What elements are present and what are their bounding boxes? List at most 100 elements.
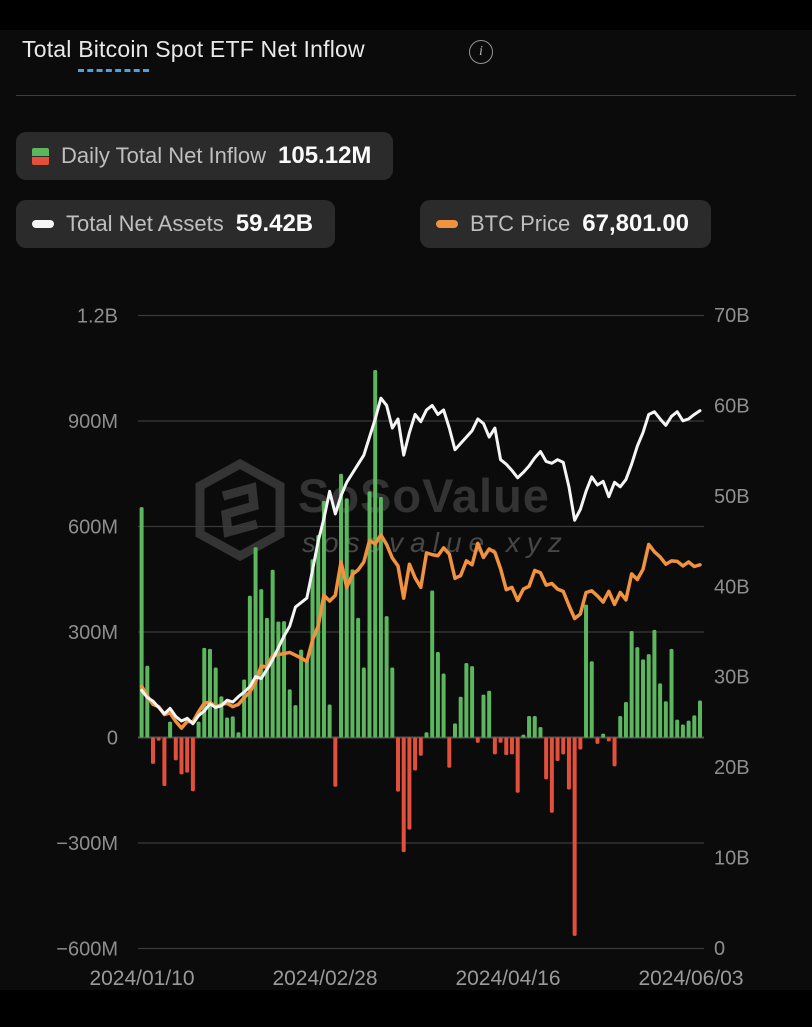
daily-net-inflow-bar	[629, 630, 634, 738]
daily-net-inflow-bar	[430, 590, 435, 738]
daily-net-inflow-bar	[213, 667, 218, 738]
title-term-bitcoin[interactable]: Bitcoin	[78, 36, 149, 72]
content-panel	[0, 30, 812, 990]
daily-net-inflow-bar	[521, 734, 526, 738]
daily-net-inflow-bar	[584, 604, 589, 738]
daily-net-inflow-bar	[150, 737, 155, 764]
daily-net-inflow-bar	[623, 701, 628, 738]
daily-net-inflow-bar	[698, 700, 703, 738]
x-axis-date-label: 2024/01/10	[89, 967, 194, 990]
right-axis-tick: 40B	[714, 576, 750, 598]
right-axis-tick: 10B	[714, 848, 750, 870]
daily-net-inflow-bar	[247, 595, 252, 738]
daily-net-inflow-bar	[515, 737, 520, 793]
daily-net-inflow-bar	[481, 694, 486, 738]
daily-net-inflow-bar	[532, 716, 537, 738]
daily-net-inflow-bar	[230, 716, 235, 738]
daily-net-inflow-bar	[555, 737, 560, 762]
daily-net-inflow-bar	[282, 621, 287, 738]
right-axis-tick: 50B	[714, 486, 750, 508]
left-axis-tick: −300M	[56, 833, 118, 855]
left-axis-tick: 900M	[68, 411, 118, 433]
daily-net-inflow-bar	[179, 737, 184, 775]
daily-net-inflow-bar	[669, 648, 674, 738]
daily-net-inflow-bar	[316, 534, 321, 738]
daily-net-inflow-bar	[390, 667, 395, 738]
left-axis-tick: 300M	[68, 622, 118, 644]
legend-label: Total Net Assets	[66, 211, 224, 236]
daily-net-inflow-bar	[646, 654, 651, 738]
x-axis-date-label: 2024/06/03	[638, 967, 743, 990]
daily-net-inflow-bar	[264, 617, 269, 738]
daily-net-inflow-bar	[418, 737, 423, 756]
daily-net-inflow-bar	[612, 737, 617, 767]
daily-net-inflow-bar	[242, 679, 247, 738]
x-axis-date-label: 2024/02/28	[272, 967, 377, 990]
daily-net-inflow-bar	[641, 659, 646, 738]
daily-net-inflow-bar	[276, 621, 281, 738]
left-axis-tick: 0	[107, 728, 118, 750]
daily-net-inflow-bar	[658, 683, 663, 738]
daily-net-inflow-bar	[259, 589, 264, 738]
right-axis-tick: 0	[714, 938, 725, 960]
x-axis-date-label: 2024/04/16	[455, 967, 560, 990]
daily-net-inflow-bar	[145, 665, 150, 738]
daily-net-inflow-bar	[561, 737, 566, 755]
daily-net-inflow-bar	[675, 719, 680, 738]
daily-net-inflow-bar	[190, 737, 195, 792]
daily-net-inflow-bar	[435, 652, 440, 738]
daily-net-inflow-bar	[356, 617, 361, 738]
daily-net-inflow-bar	[139, 507, 144, 738]
daily-net-inflow-bar	[304, 659, 309, 738]
info-icon[interactable]: i	[469, 40, 493, 64]
daily-net-inflow-bar	[361, 667, 366, 738]
left-axis-tick: −600M	[56, 939, 118, 961]
daily-net-inflow-bar	[327, 704, 332, 738]
daily-net-inflow-bar	[401, 737, 406, 853]
daily-net-inflow-bar	[492, 737, 497, 755]
daily-net-inflow-bar	[475, 737, 480, 743]
daily-net-inflow-bar	[202, 647, 207, 738]
legend-daily-net-inflow[interactable]: Daily Total Net Inflow 105.12M	[16, 132, 394, 180]
daily-net-inflow-bar	[424, 732, 429, 738]
daily-net-inflow-bar	[407, 737, 412, 830]
daily-net-inflow-bar	[396, 737, 401, 792]
daily-net-inflow-bar	[635, 647, 640, 738]
left-axis-tick: 1.2B	[77, 306, 118, 328]
daily-net-inflow-bar	[373, 370, 378, 738]
daily-net-inflow-bar	[470, 666, 475, 738]
legend-value: 105.12M	[278, 142, 372, 169]
daily-net-inflow-bar	[566, 737, 571, 790]
right-axis-tick: 30B	[714, 667, 750, 689]
daily-net-inflow-bar	[595, 737, 600, 744]
legend-total-net-assets[interactable]: Total Net Assets 59.42B	[16, 200, 336, 248]
daily-net-inflow-bar	[527, 716, 532, 738]
daily-net-inflow-bar	[589, 661, 594, 738]
daily-net-inflow-bar	[378, 496, 383, 738]
daily-net-inflow-bar	[504, 737, 509, 756]
daily-net-inflow-bar	[156, 737, 161, 741]
legend-btc-price[interactable]: BTC Price 67,801.00	[420, 200, 712, 248]
daily-net-inflow-bar	[413, 737, 418, 771]
daily-net-inflow-bar	[498, 737, 503, 743]
daily-net-inflow-bar	[680, 724, 685, 738]
daily-net-inflow-bar	[652, 629, 657, 738]
daily-net-inflow-bar	[572, 737, 577, 936]
orange-line-legend-icon	[436, 220, 458, 228]
daily-net-inflow-bar	[447, 737, 452, 768]
daily-net-inflow-bar	[236, 732, 241, 738]
daily-net-inflow-bar	[458, 696, 463, 738]
daily-net-inflow-bar	[578, 737, 583, 750]
green-red-bar-legend-icon	[32, 147, 49, 165]
daily-net-inflow-bar	[509, 737, 514, 755]
legend-value: 59.42B	[235, 210, 314, 237]
btc-price-line	[139, 533, 702, 730]
daily-net-inflow-bar	[168, 721, 173, 738]
daily-net-inflow-bar	[310, 559, 315, 738]
title-suffix: Spot ETF Net Inflow	[148, 36, 365, 62]
daily-net-inflow-bar	[544, 737, 549, 780]
daily-net-inflow-bar	[384, 616, 389, 738]
daily-net-inflow-bar	[196, 721, 201, 738]
